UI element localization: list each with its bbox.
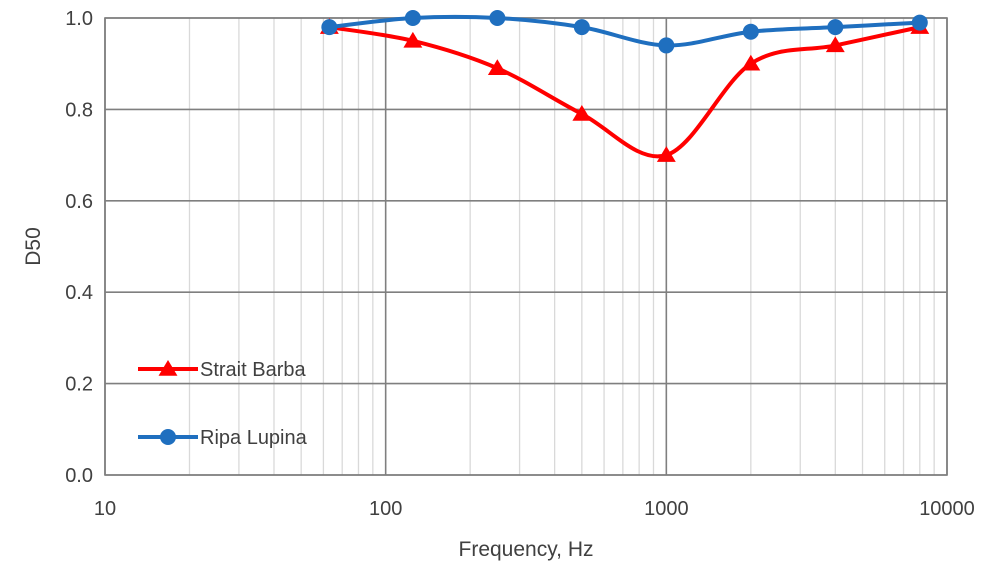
y-tick-label: 0.6: [65, 191, 93, 213]
data-point-strait-barba: [487, 59, 507, 76]
legend-label-strait-barba: Strait Barba: [200, 359, 306, 381]
y-axis-title: D50: [22, 227, 45, 266]
x-axis-tick-labels: 10 100 1000 10000: [94, 498, 975, 520]
legend-marker-ripa-lupina: [160, 429, 176, 445]
x-tick-label: 10000: [919, 498, 975, 520]
y-tick-label: 0.0: [65, 465, 93, 487]
data-point-strait-barba: [656, 146, 676, 162]
major-gridlines: [104, 17, 948, 476]
legend-item-strait-barba: Strait Barba: [138, 359, 306, 381]
x-axis-title: Frequency, Hz: [459, 538, 594, 561]
x-tick-label: 10: [94, 498, 116, 520]
y-tick-label: 0.4: [65, 282, 93, 304]
series-layer: [319, 10, 930, 162]
data-point-strait-barba: [741, 54, 761, 71]
y-tick-label: 0.8: [65, 99, 93, 121]
minor-gridlines: [188, 18, 935, 475]
legend-label-ripa-lupina: Ripa Lupina: [200, 427, 308, 449]
plot-area-frame: [104, 17, 948, 476]
data-point-ripa-lupina: [911, 14, 928, 31]
legend-item-ripa-lupina: Ripa Lupina: [138, 427, 308, 449]
y-axis-tick-labels: 0.0 0.2 0.4 0.6 0.8 1.0: [65, 8, 93, 487]
series-line-ripa-lupina: [329, 14, 920, 48]
legend: Strait Barba Ripa Lupina: [138, 359, 308, 449]
series-strait-barba: [319, 18, 930, 162]
data-point-strait-barba: [825, 36, 845, 53]
series-ripa-lupina: [321, 10, 928, 54]
data-point-strait-barba: [572, 104, 592, 121]
data-point-ripa-lupina: [742, 23, 759, 40]
y-tick-label: 1.0: [65, 8, 93, 30]
data-point-ripa-lupina: [573, 19, 590, 36]
data-point-ripa-lupina: [658, 37, 675, 54]
data-point-ripa-lupina: [404, 10, 421, 26]
y-tick-label: 0.2: [65, 374, 93, 396]
x-tick-label: 100: [369, 498, 402, 520]
data-point-ripa-lupina: [321, 19, 338, 36]
data-point-ripa-lupina: [489, 10, 506, 26]
data-point-ripa-lupina: [827, 19, 844, 36]
x-tick-label: 1000: [644, 498, 689, 520]
series-line-strait-barba: [329, 25, 921, 159]
data-point-strait-barba: [403, 31, 423, 48]
legend-marker-strait-barba: [158, 360, 178, 376]
